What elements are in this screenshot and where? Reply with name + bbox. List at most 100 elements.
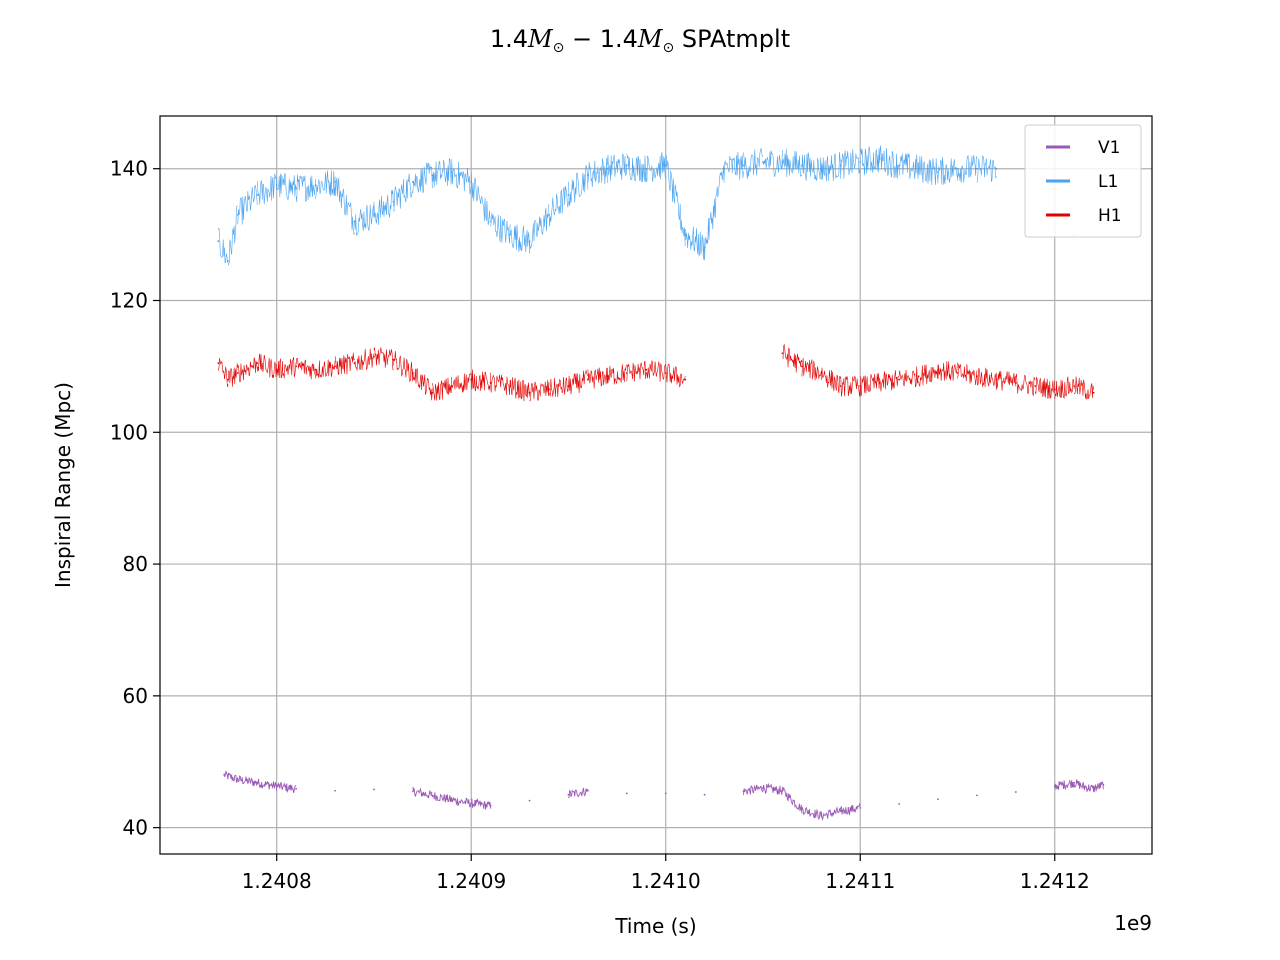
- series-line-H1: [587, 367, 608, 389]
- series-line-H1: [626, 361, 647, 382]
- series-line-L1: [937, 157, 958, 185]
- x-tick-label: 1.2408: [242, 869, 312, 893]
- y-tick-label: 140: [110, 157, 148, 181]
- series-line-V1: [1093, 781, 1104, 793]
- series-line-L1: [859, 146, 880, 176]
- series-line-H1: [276, 357, 297, 379]
- series-line-V1: [1054, 779, 1075, 791]
- series-line-L1: [587, 157, 608, 188]
- series-line-L1: [412, 162, 433, 194]
- series-line-L1: [723, 152, 744, 180]
- series-line-L1: [470, 172, 491, 225]
- plot-area-frame: [159, 115, 1153, 855]
- chart-title: 1.4M⊙ − 1.4M⊙ SPAtmplt: [490, 25, 790, 56]
- series-line-V1: [276, 782, 297, 794]
- series-line-V1: [471, 797, 492, 810]
- series-line-V1: [820, 806, 842, 821]
- series-line-H1: [821, 367, 841, 394]
- data-point-L1: [742, 164, 745, 167]
- series-line-L1: [490, 212, 511, 244]
- y-tick-label: 40: [123, 816, 148, 840]
- y-tick-label: 60: [123, 684, 148, 708]
- series-L1: [217, 145, 1076, 266]
- data-point-V1: [703, 793, 706, 796]
- series-line-L1: [976, 155, 997, 183]
- series-line-H1: [1074, 376, 1094, 400]
- series-line-H1: [529, 379, 550, 402]
- data-point-H1: [1092, 391, 1095, 394]
- data-point-H1: [898, 378, 901, 381]
- series-line-H1: [957, 363, 978, 386]
- series-line-H1: [801, 358, 822, 381]
- data-point-H1: [917, 375, 920, 378]
- data-point-H1: [1034, 385, 1037, 388]
- series-line-H1: [354, 348, 375, 371]
- series-line-H1: [665, 363, 686, 388]
- series-line-L1: [762, 149, 783, 177]
- legend: V1 L1 H1: [1024, 124, 1142, 238]
- data-point-H1: [236, 372, 239, 374]
- data-point-L1: [664, 164, 667, 167]
- series-line-H1: [1015, 373, 1036, 396]
- series-line-H1: [295, 358, 316, 380]
- series-line-H1: [237, 357, 258, 383]
- series-line-H1: [1054, 376, 1075, 400]
- data-point-H1: [567, 385, 570, 388]
- series-line-L1: [665, 155, 686, 246]
- x-tick-label: 1.2411: [825, 869, 895, 893]
- data-point-H1: [256, 362, 259, 364]
- series-line-L1: [568, 165, 589, 206]
- series-line-L1: [801, 152, 822, 181]
- series-V1: [223, 770, 1105, 821]
- series-line-L1: [509, 224, 530, 254]
- series-line-H1: [879, 370, 900, 392]
- series-line-V1: [840, 802, 861, 816]
- series-line-L1: [393, 173, 414, 213]
- y-tick-label: 120: [110, 289, 148, 313]
- series-line-H1: [1034, 376, 1056, 399]
- series-line-L1: [354, 204, 375, 236]
- series-line-V1: [1083, 784, 1095, 793]
- data-point-L1: [645, 167, 648, 170]
- series-H1: [217, 343, 1095, 402]
- series-line-V1: [782, 787, 803, 814]
- series-line-H1: [334, 352, 355, 376]
- series-line-V1: [743, 784, 764, 795]
- y-axis: 40 60 80 100 120 140: [110, 157, 160, 840]
- series-line-H1: [548, 377, 569, 398]
- data-point-V1: [898, 803, 901, 805]
- series-line-H1: [976, 367, 997, 390]
- series-line-H1: [256, 353, 278, 378]
- series-line-L1: [432, 158, 453, 188]
- data-point-L1: [898, 164, 901, 167]
- y-tick-label: 100: [110, 420, 148, 444]
- series-line-L1: [237, 184, 258, 225]
- data-point-V1: [937, 798, 939, 801]
- data-point-V1: [295, 787, 298, 790]
- y-axis-label: Inspiral Range (Mpc): [51, 382, 75, 588]
- series-line-H1: [859, 373, 880, 397]
- legend-label-H1: H1: [1098, 206, 1122, 226]
- series-line-L1: [704, 165, 725, 260]
- series-line-H1: [393, 350, 414, 383]
- series-line-L1: [548, 186, 569, 227]
- series-line-H1: [373, 347, 394, 371]
- legend-label-L1: L1: [1098, 172, 1118, 192]
- data-point-L1: [995, 167, 998, 170]
- series-line-L1: [898, 153, 919, 180]
- series-line-H1: [432, 377, 453, 401]
- series-line-L1: [626, 153, 647, 183]
- data-point-V1: [664, 792, 667, 795]
- series-layer: [217, 145, 1105, 821]
- series-line-V1: [412, 786, 433, 799]
- series-line-V1: [1073, 779, 1085, 790]
- data-point-L1: [353, 220, 356, 223]
- series-line-L1: [645, 152, 667, 183]
- data-point-V1: [859, 806, 862, 809]
- series-line-V1: [223, 770, 239, 783]
- data-point-H1: [781, 352, 784, 355]
- data-point-V1: [976, 794, 978, 797]
- data-point-L1: [217, 240, 220, 243]
- data-point-V1: [1073, 781, 1076, 784]
- series-line-V1: [237, 775, 258, 787]
